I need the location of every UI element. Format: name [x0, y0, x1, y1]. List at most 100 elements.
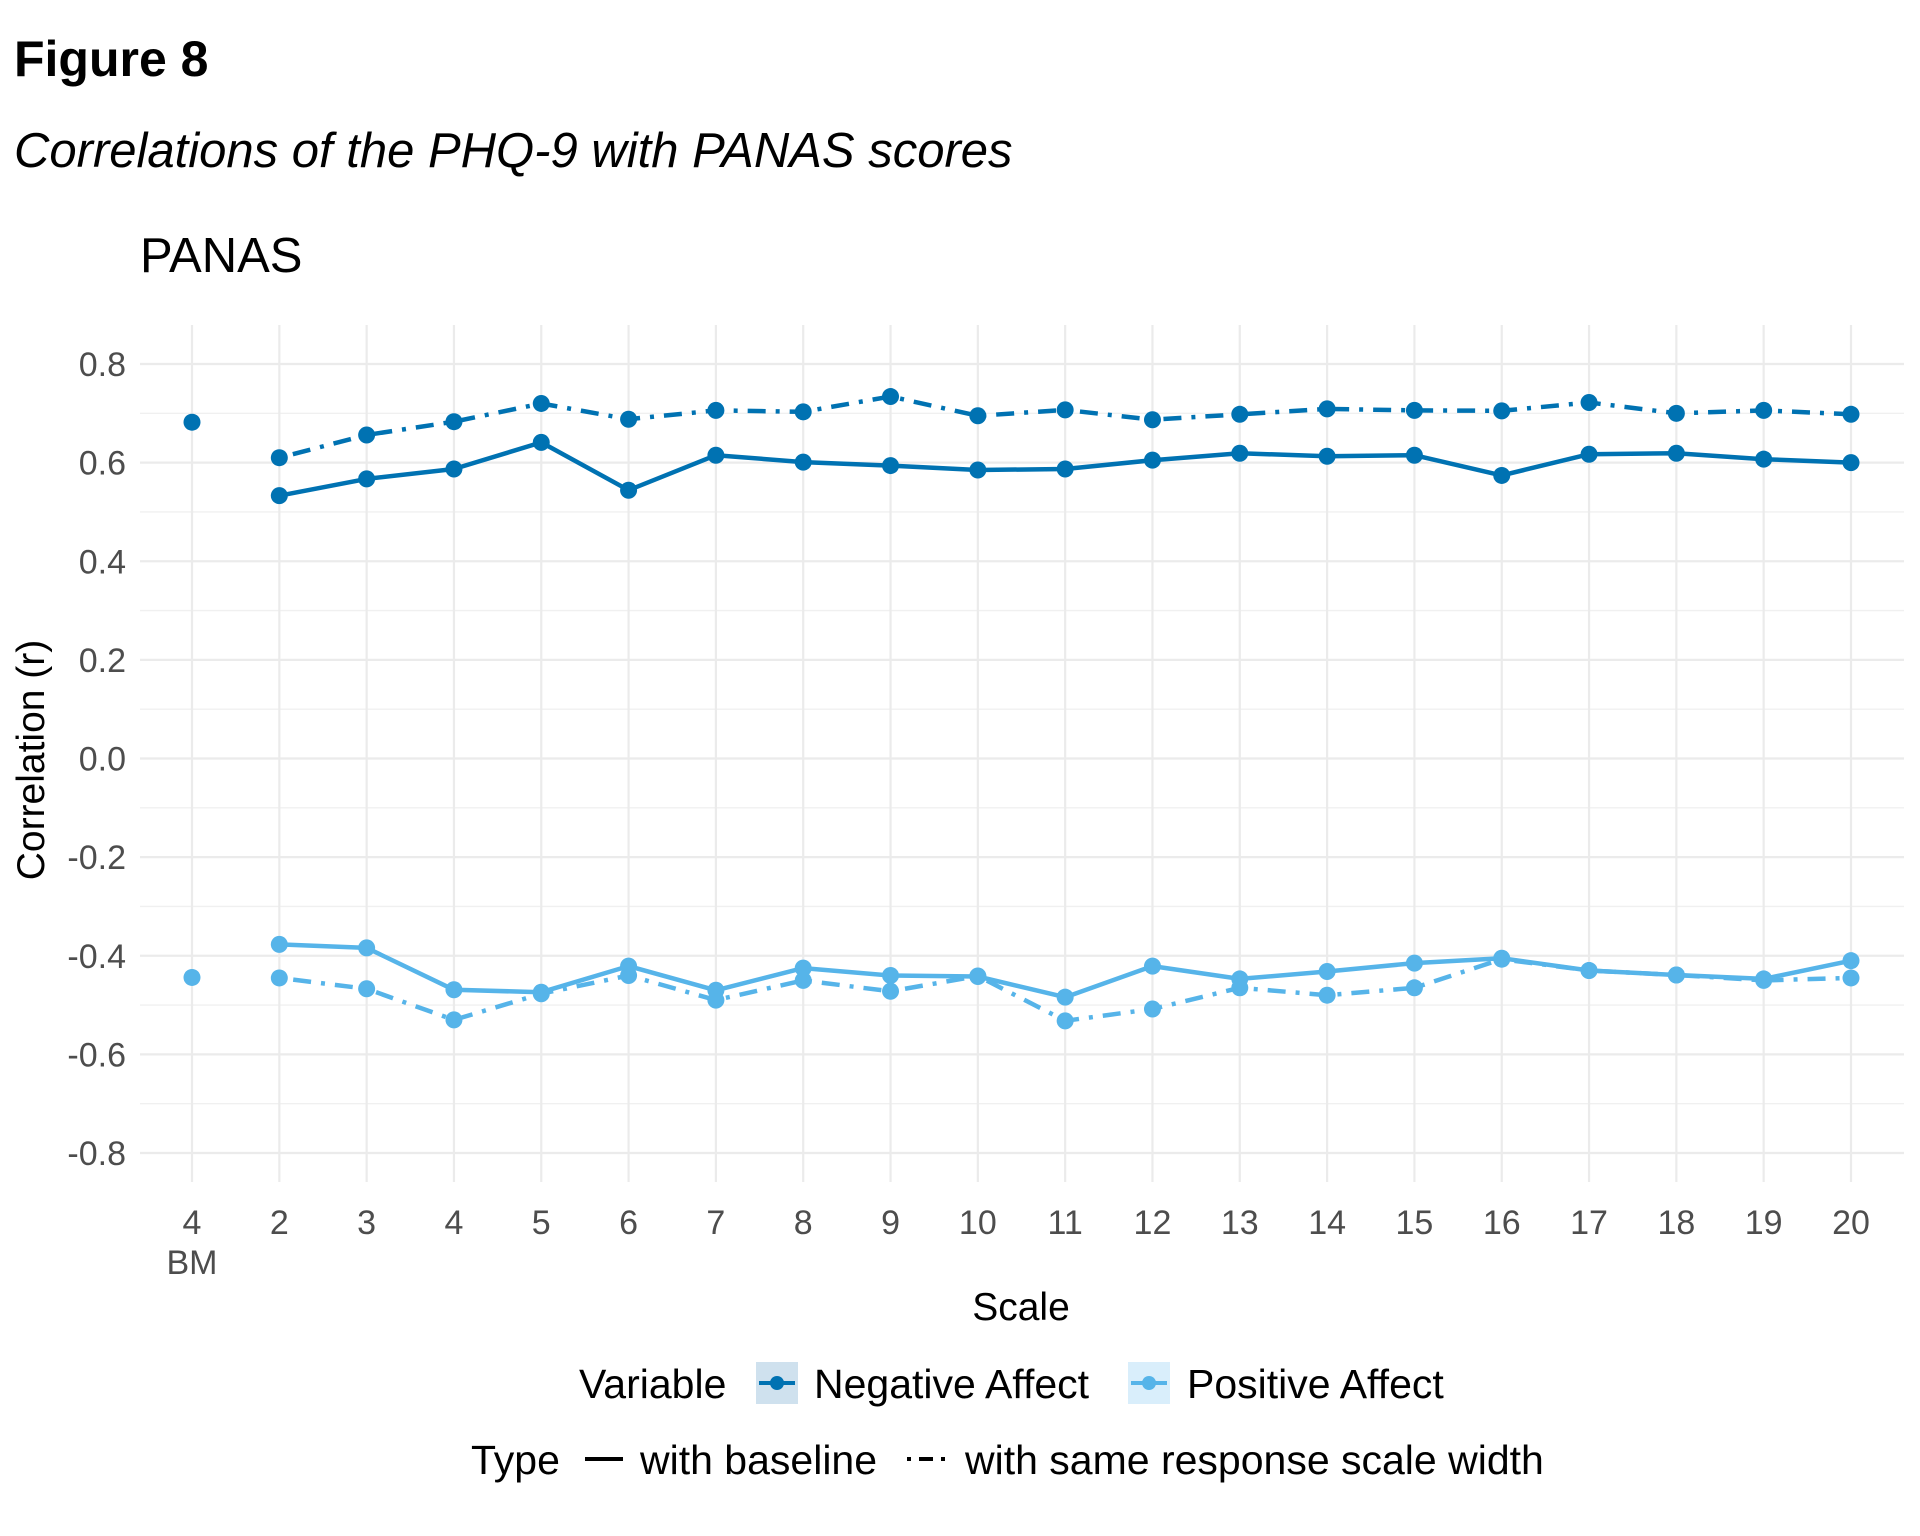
data-point-negative-affect-same-width [1580, 393, 1598, 411]
data-point-negative-affect-same-width [1231, 405, 1249, 423]
legend-key-negative-affect [770, 1376, 784, 1390]
data-point-negative-affect-same-width [794, 403, 812, 421]
data-point-positive-affect-same-width [1405, 979, 1423, 997]
legend-variable-title: Variable [579, 1361, 726, 1407]
data-point-negative-affect-same-width [707, 401, 725, 419]
data-point-negative-affect-same-width [969, 407, 987, 425]
data-point-negative-affect-baseline [358, 470, 376, 488]
x-tick-label: 4 [444, 1204, 463, 1242]
x-tick-label: 13 [1221, 1204, 1259, 1242]
data-point-positive-affect-same-width [358, 980, 376, 998]
data-point-positive-affect-same-width [532, 985, 550, 1003]
x-tick-label: 3 [357, 1204, 376, 1242]
y-tick-label: -0.8 [67, 1135, 126, 1173]
y-tick-label: -0.2 [67, 839, 126, 877]
x-tick-label: 2 [270, 1204, 289, 1242]
x-tick-label: 8 [794, 1204, 813, 1242]
data-point-negative-affect-baseline [1580, 445, 1598, 463]
legend-type-title: Type [471, 1437, 560, 1483]
legend: Variable Negative Affect Positive Affect… [471, 1361, 1544, 1483]
data-point-negative-affect-same-width [532, 394, 550, 412]
data-point-negative-affect-baseline [1405, 446, 1423, 464]
data-point-negative-affect-baseline [445, 460, 463, 478]
chart-title: PANAS [140, 229, 302, 283]
data-point-positive-affect-same-width [1580, 962, 1598, 980]
data-point-negative-affect-baseline [1056, 460, 1074, 478]
series-points [183, 388, 1860, 1030]
data-point-positive-affect-same-width [270, 969, 288, 987]
x-tick-label: 20 [1832, 1204, 1870, 1242]
data-point-negative-affect-baseline [1143, 451, 1161, 469]
data-point-negative-affect-same-width [1667, 404, 1685, 422]
x-tick-label: 4 [183, 1204, 202, 1242]
y-axis: -0.8 -0.6 -0.4 -0.2 0.0 0.2 0.4 0.6 0.8 [67, 346, 126, 1173]
legend-label-with-baseline: with baseline [639, 1437, 877, 1483]
data-point-negative-affect-same-width [183, 413, 201, 431]
legend-item-positive-affect: Positive Affect [1128, 1361, 1444, 1407]
x-tick-label: 11 [1048, 1204, 1083, 1242]
data-point-positive-affect-baseline [358, 939, 376, 957]
data-point-positive-affect-same-width [1667, 966, 1685, 984]
data-point-positive-affect-baseline [1056, 988, 1074, 1006]
y-tick-label: -0.4 [67, 938, 126, 976]
legend-item-negative-affect: Negative Affect [756, 1361, 1090, 1407]
x-tick-label: 14 [1308, 1204, 1346, 1242]
x-tick-label: 9 [881, 1204, 900, 1242]
y-tick-label: 0.2 [79, 642, 126, 680]
data-point-negative-affect-baseline [1231, 444, 1249, 462]
x-tick-label: 7 [706, 1204, 725, 1242]
x-tick-label: 16 [1483, 1204, 1521, 1242]
data-point-positive-affect-same-width [1493, 950, 1511, 968]
x-tick-label: 19 [1745, 1204, 1783, 1242]
data-point-positive-affect-same-width [882, 982, 900, 1000]
data-point-positive-affect-same-width [1056, 1012, 1074, 1030]
data-point-positive-affect-baseline [270, 935, 288, 953]
data-point-negative-affect-baseline [532, 433, 550, 451]
x-tick-label: 12 [1134, 1204, 1172, 1242]
data-point-negative-affect-baseline [270, 487, 288, 505]
data-point-negative-affect-same-width [882, 388, 900, 406]
data-point-positive-affect-baseline [445, 981, 463, 999]
legend-key-positive-affect [1142, 1376, 1156, 1390]
x-axis-title: Scale [972, 1286, 1070, 1329]
data-point-positive-affect-same-width [445, 1011, 463, 1029]
data-point-negative-affect-same-width [445, 413, 463, 431]
data-point-positive-affect-same-width [1143, 1000, 1161, 1018]
data-point-negative-affect-same-width [1842, 405, 1860, 423]
data-point-negative-affect-same-width [1318, 400, 1336, 418]
data-point-negative-affect-same-width [620, 410, 638, 428]
data-point-negative-affect-same-width [1143, 411, 1161, 429]
data-point-negative-affect-baseline [1842, 454, 1860, 472]
data-point-negative-affect-baseline [1493, 466, 1511, 484]
data-point-negative-affect-baseline [707, 446, 725, 464]
data-point-negative-affect-same-width [1755, 401, 1773, 419]
x-tick-label: 18 [1657, 1204, 1695, 1242]
data-point-negative-affect-same-width [1056, 401, 1074, 419]
data-point-positive-affect-baseline [1405, 954, 1423, 972]
data-point-negative-affect-baseline [1667, 444, 1685, 462]
x-tick-label: 6 [619, 1204, 638, 1242]
data-point-negative-affect-baseline [1318, 447, 1336, 465]
data-point-positive-affect-baseline [882, 966, 900, 984]
data-point-negative-affect-same-width [270, 449, 288, 467]
x-tick-label: 10 [959, 1204, 997, 1242]
data-point-positive-affect-same-width [183, 968, 201, 986]
data-point-negative-affect-same-width [1405, 401, 1423, 419]
data-point-positive-affect-same-width [794, 971, 812, 989]
data-point-negative-affect-baseline [882, 457, 900, 475]
data-point-positive-affect-baseline [794, 959, 812, 977]
y-tick-label: 0.6 [79, 445, 126, 483]
data-point-positive-affect-same-width [1755, 971, 1773, 989]
y-tick-label: 0.0 [79, 741, 126, 779]
y-axis-title: Correlation (r) [10, 640, 53, 881]
x-tick-label: 17 [1570, 1204, 1608, 1242]
grid [140, 325, 1904, 1182]
y-tick-label: -0.6 [67, 1036, 126, 1074]
data-point-positive-affect-baseline [1842, 952, 1860, 970]
data-point-negative-affect-baseline [794, 453, 812, 471]
data-point-positive-affect-baseline [1318, 963, 1336, 981]
data-point-positive-affect-same-width [1231, 979, 1249, 997]
figure-caption: Correlations of the PHQ-9 with PANAS sco… [14, 124, 1013, 178]
